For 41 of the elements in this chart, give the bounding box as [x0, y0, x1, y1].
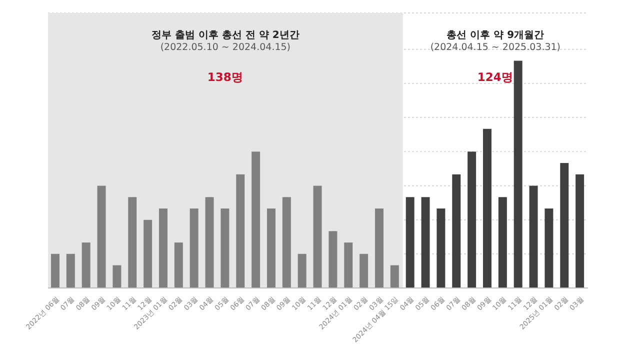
bar — [328, 231, 338, 288]
text: (2024.04.15 ~ 2025.03.31) — [429, 42, 562, 53]
bar — [529, 186, 538, 288]
bar — [560, 163, 569, 288]
bar — [174, 242, 183, 288]
bar — [452, 174, 461, 288]
annotation: 138명 — [206, 70, 244, 85]
text: 총선 이후 약 9개월간 — [446, 29, 546, 42]
bar — [436, 208, 446, 288]
bar — [360, 254, 368, 288]
bar — [267, 208, 276, 288]
bar — [313, 186, 322, 288]
bar — [51, 254, 60, 288]
bar — [483, 128, 492, 288]
bar — [144, 220, 152, 288]
bar — [112, 265, 122, 288]
text: (2022.05.10 ~ 2024.04.15) — [159, 42, 292, 53]
bar — [375, 208, 384, 288]
bar — [82, 242, 90, 288]
bar — [252, 152, 260, 288]
bar — [282, 197, 291, 288]
bar — [298, 254, 306, 288]
bar — [576, 174, 584, 288]
bar — [421, 197, 430, 288]
bar — [236, 174, 245, 288]
bar — [66, 254, 75, 288]
bar — [498, 197, 507, 288]
bar — [159, 208, 168, 288]
bar — [344, 242, 353, 288]
bar — [220, 208, 230, 288]
bar — [468, 152, 476, 288]
bar — [514, 60, 522, 288]
bar — [190, 208, 198, 288]
bar — [205, 197, 214, 288]
bar — [390, 265, 399, 288]
text: 정부 출범 이후 총선 전 약 2년간 — [150, 29, 300, 42]
bar — [97, 186, 106, 288]
bar — [128, 197, 137, 288]
annotation: 124명 — [476, 70, 514, 85]
bar — [544, 208, 554, 288]
bar — [406, 197, 414, 288]
